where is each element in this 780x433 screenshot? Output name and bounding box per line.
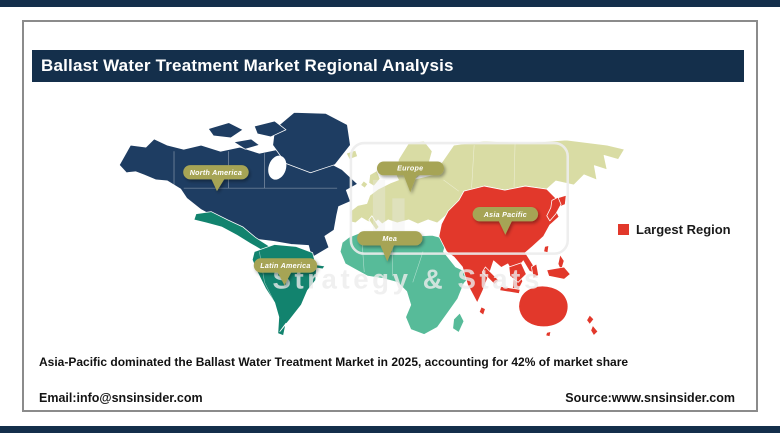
bottom-accent-bar — [0, 426, 780, 433]
infographic-card: Ballast Water Treatment Market Regional … — [22, 20, 758, 412]
page-title: Ballast Water Treatment Market Regional … — [41, 56, 454, 75]
balloon-latin-america: Latin America — [253, 258, 318, 286]
watermark: Strategy & Stats — [272, 141, 570, 294]
balloon-north-america: North America — [183, 165, 249, 192]
watermark-text: Strategy & Stats — [272, 263, 542, 294]
balloon-label-asia-pacific: Asia Pacific — [483, 211, 527, 219]
region-north-america — [118, 111, 358, 259]
legend-label: Largest Region — [636, 222, 731, 237]
footer-source: Source:www.snsinsider.com — [565, 391, 735, 405]
balloon-asia-pacific: Asia Pacific — [472, 207, 539, 235]
world-map-svg: Strategy & Stats North America Europe As… — [118, 111, 625, 337]
balloon-label-latin-america: Latin America — [260, 262, 310, 270]
hudson-bay — [268, 155, 287, 180]
legend: Largest Region — [618, 222, 731, 237]
top-accent-bar — [0, 0, 780, 7]
balloon-europe: Europe — [377, 161, 444, 193]
caption: Asia-Pacific dominated the Ballast Water… — [39, 355, 629, 369]
balloon-label-europe: Europe — [397, 165, 423, 173]
balloon-mea: Mea — [357, 231, 423, 262]
world-map: Strategy & Stats North America Europe As… — [106, 98, 648, 354]
balloon-label-mea: Mea — [382, 235, 397, 243]
title-bar: Ballast Water Treatment Market Regional … — [32, 50, 744, 82]
country-borders — [173, 143, 516, 303]
legend-swatch-icon — [618, 224, 629, 235]
balloon-label-north-america: North America — [190, 169, 242, 177]
footer-email: Email:info@snsinsider.com — [39, 391, 203, 405]
